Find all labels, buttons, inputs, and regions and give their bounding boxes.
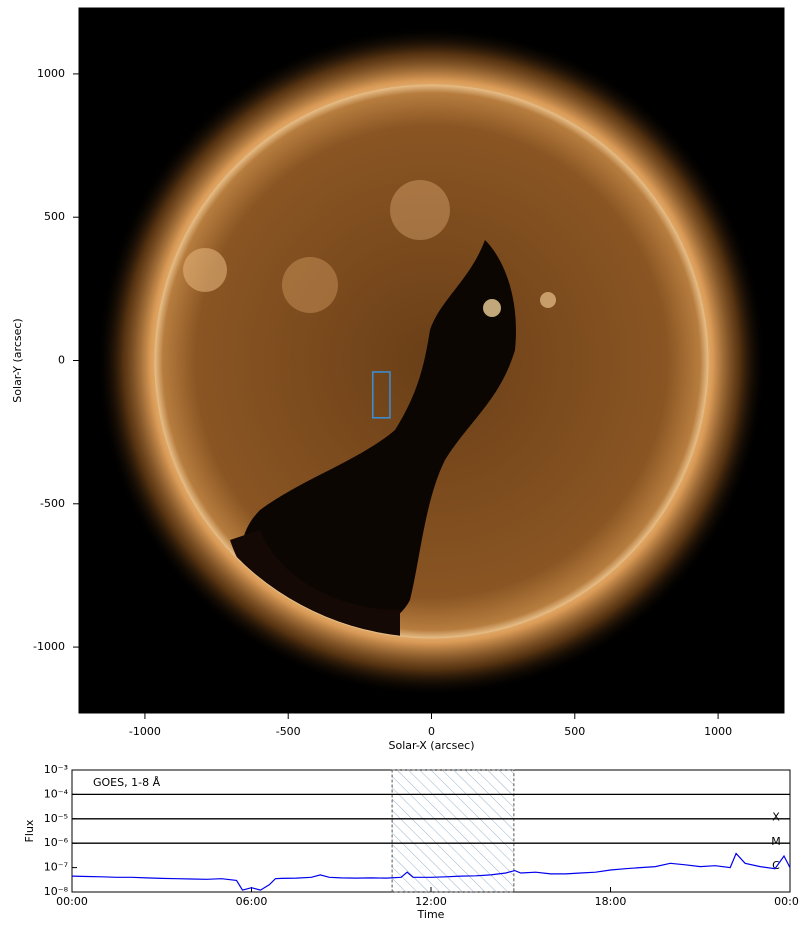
y-tick-label: 10⁻⁸ [44, 885, 69, 898]
flare-class-label: X [772, 810, 780, 823]
y-tick-label: 10⁻³ [44, 763, 68, 776]
x-tick-label: -1000 [129, 725, 161, 738]
y-axis-label: Solar-Y (arcsec) [11, 318, 24, 402]
annotation: AIA 0193, 25-Mar-2017, 12:00:04 UT [120, 37, 322, 50]
x-axis-label: Time [417, 908, 445, 921]
x-tick-label: 00:00 [56, 895, 88, 908]
y-tick-label: -1000 [33, 640, 65, 653]
flux-line [71, 852, 791, 891]
x-tick-label: 1000 [704, 725, 732, 738]
y-tick-label: 10⁻⁴ [44, 787, 69, 800]
legend-label: GOES, 1-8 Å [93, 776, 161, 789]
x-tick-label: 18:00 [595, 895, 627, 908]
solar-image [79, 8, 784, 713]
y-tick-label: 10⁻⁵ [44, 812, 68, 825]
y-tick-label: 1000 [37, 67, 65, 80]
time-span [391, 769, 515, 893]
x-tick-label: -500 [276, 725, 301, 738]
x-tick-label: 500 [564, 725, 585, 738]
y-tick-label: -500 [40, 497, 65, 510]
x-tick-label: 00:00 [774, 895, 799, 908]
y-tick-label: 10⁻⁷ [44, 861, 68, 874]
y-tick-label: 0 [58, 354, 65, 367]
region-box [372, 371, 391, 419]
x-tick-label: 06:00 [236, 895, 268, 908]
x-tick-label: 12:00 [415, 895, 447, 908]
y-tick-label: 500 [44, 210, 65, 223]
y-axis-label: Flux [23, 819, 36, 842]
x-axis-label: Solar-X (arcsec) [389, 739, 475, 752]
flare-class-label: C [772, 859, 780, 872]
x-tick-label: 0 [428, 725, 435, 738]
flare-class-label: M [771, 835, 781, 848]
y-tick-label: 10⁻⁶ [44, 836, 69, 849]
